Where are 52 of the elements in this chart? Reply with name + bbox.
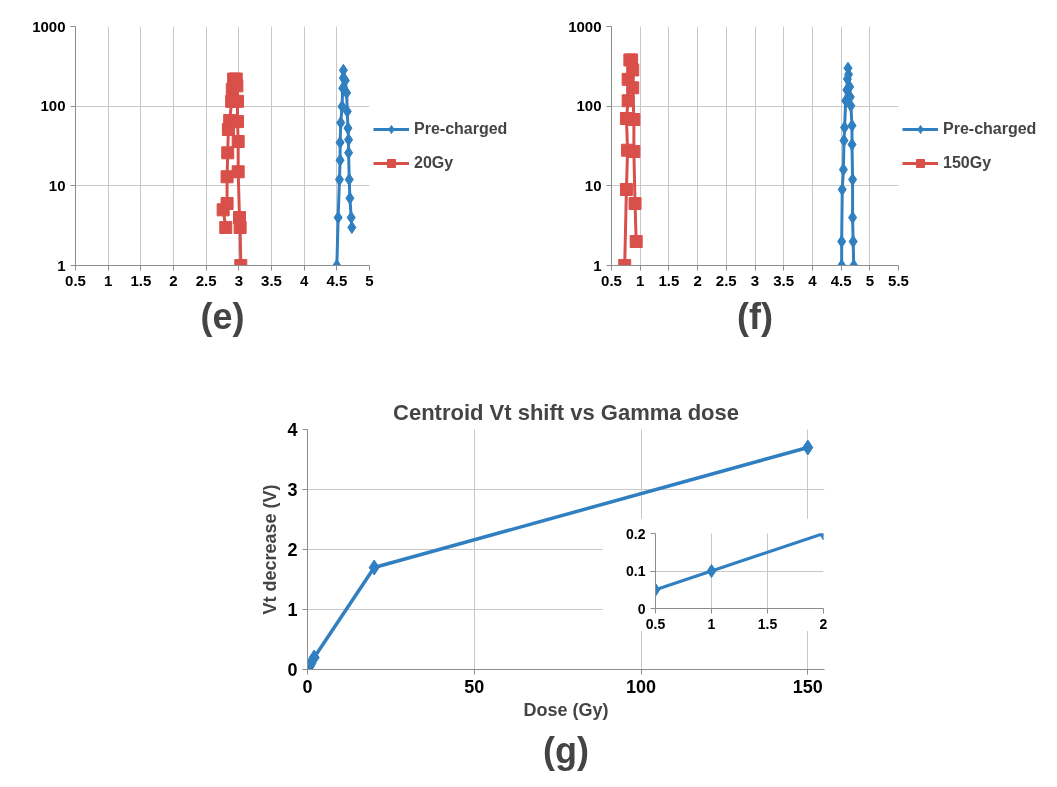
x-tick-label: 1.5	[130, 271, 152, 289]
x-tick-label: 2	[819, 615, 828, 632]
y-tick-label: 0.1	[626, 563, 646, 579]
x-tick-label: 2.5	[715, 271, 737, 289]
text: (g)	[543, 729, 589, 771]
y-axis-title: Vt decrease (V)	[260, 484, 281, 615]
y-tick-label: 10	[584, 176, 602, 194]
x-tick-label: 4.5	[830, 271, 852, 289]
y-tick-label: 0.2	[626, 525, 646, 542]
y-tick-label: 2	[287, 540, 298, 560]
x-tick-label: 4	[300, 271, 309, 289]
y-tick-label: 100	[40, 97, 66, 115]
x-tick-label: 3	[750, 271, 760, 289]
y-tick-label: 4	[287, 420, 298, 440]
x-tick-label: 1	[707, 615, 716, 632]
x-tick-label: 5	[865, 271, 874, 289]
x-tick-label: 5.5	[888, 271, 909, 289]
x-tick-label: 0.5	[65, 271, 86, 289]
x-tick-label: 3	[234, 271, 244, 289]
x-tick-label: 4	[808, 271, 818, 289]
chart-title: Centroid Vt shift vs Gamma dose	[393, 399, 739, 425]
legend-label: 20Gy	[414, 153, 454, 172]
x-tick-label: 5	[365, 271, 374, 289]
y-tick-label: 0	[287, 660, 298, 680]
x-tick-label: 50	[464, 676, 485, 697]
x-tick-label: 2	[169, 271, 178, 289]
y-tick-label: 0	[637, 600, 646, 617]
legend-label: 150Gy	[943, 153, 992, 172]
legend-label: Pre-charged	[414, 119, 508, 138]
x-tick-label: 3.5	[261, 271, 282, 289]
text: (e)	[200, 295, 245, 337]
x-tick-label: 4.5	[326, 271, 348, 289]
x-tick-label: 2	[693, 271, 702, 289]
y-tick-label: 1	[593, 256, 602, 274]
x-tick-label: 3.5	[773, 271, 795, 289]
x-tick-label: 1.5	[757, 615, 778, 632]
y-tick-label: 3	[287, 480, 298, 500]
x-tick-label: 150	[792, 676, 823, 697]
x-axis-title: Dose (Gy)	[523, 699, 609, 720]
x-tick-label: 0	[302, 676, 313, 697]
y-tick-label: 1000	[32, 17, 66, 35]
y-tick-label: 1	[57, 256, 66, 274]
text: (f)	[737, 295, 773, 337]
x-tick-label: 1.5	[658, 271, 680, 289]
x-tick-label: 0.5	[645, 615, 666, 632]
y-tick-label: 10	[48, 176, 66, 194]
legend-label: Pre-charged	[943, 119, 1037, 138]
x-tick-label: 2.5	[195, 271, 217, 289]
x-tick-label: 0.5	[601, 271, 622, 289]
x-tick-label: 1	[104, 271, 113, 289]
y-tick-label: 1000	[568, 17, 602, 35]
y-tick-label: 100	[576, 97, 602, 115]
